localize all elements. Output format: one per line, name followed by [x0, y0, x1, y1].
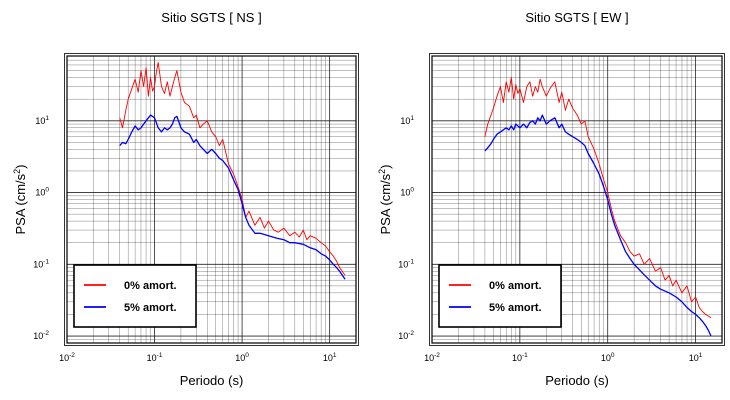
- x-axis-label: Periodo (s): [545, 373, 609, 388]
- y-tick-label: 10-2: [33, 330, 49, 341]
- series-0pct-line: [119, 62, 346, 276]
- plot-frame-outer: [429, 53, 725, 346]
- legend-label-0pct: 0% amort.: [489, 280, 542, 292]
- y-tick-label: 101: [400, 115, 414, 126]
- x-tick-label: 10-1: [512, 352, 528, 363]
- legend: 0% amort. 5% amort.: [438, 264, 562, 328]
- y-tick-label: 10-1: [398, 258, 414, 269]
- legend-label-0pct: 0% amort.: [124, 280, 177, 292]
- x-tick-label: 101: [323, 352, 337, 363]
- legend: 0% amort. 5% amort.: [73, 264, 197, 328]
- x-tick-label: 100: [235, 352, 249, 363]
- y-axis-label: PSA (cm/s2): [12, 164, 28, 234]
- ns-panel: 10-2 10-1 100 101 10-2 10-1 100 101 Sitio SGTS […: [12, 10, 359, 388]
- legend-label-5pct: 5% amort.: [489, 302, 542, 314]
- legend-box: [438, 264, 562, 328]
- y-tick-label: 100: [400, 187, 414, 198]
- x-tick-label: 10-2: [424, 352, 440, 363]
- y-tick-label: 100: [35, 187, 49, 198]
- y-axis-label: PSA (cm/s2): [377, 164, 393, 234]
- x-tick-label: 10-2: [59, 352, 75, 363]
- plot-frame: [431, 55, 723, 344]
- chart-title: Sitio SGTS [ NS ]: [161, 10, 261, 25]
- x-tick-label: 100: [601, 352, 615, 363]
- x-axis-label: Periodo (s): [180, 373, 244, 388]
- y-tick-label: 10-2: [398, 330, 414, 341]
- x-tick-label: 101: [689, 352, 703, 363]
- series-0pct-line: [484, 77, 712, 319]
- legend-label-5pct: 5% amort.: [124, 302, 177, 314]
- y-tick-label: 10-1: [33, 258, 49, 269]
- y-tick-label: 101: [35, 115, 49, 126]
- chart-title: Sitio SGTS [ EW ]: [525, 10, 628, 25]
- legend-box: [73, 264, 197, 328]
- plot-frame-outer: [64, 53, 359, 346]
- ew-panel: 10-2 10-1 100 101 10-2 10-1 100 101 Sitio SGTS […: [377, 10, 725, 388]
- plot-frame: [66, 55, 357, 344]
- series-5pct-line: [119, 114, 346, 280]
- x-tick-label: 10-1: [147, 352, 163, 363]
- series-5pct-line: [484, 114, 712, 337]
